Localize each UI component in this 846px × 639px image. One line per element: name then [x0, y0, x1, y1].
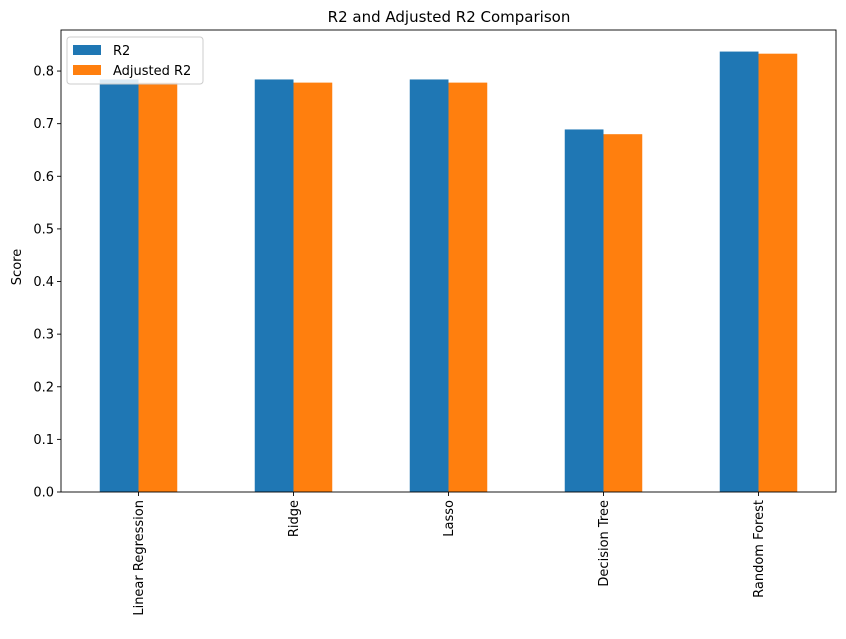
bar-r2-lasso [409, 79, 449, 493]
y-tick-label: 0.4 [33, 275, 54, 290]
y-tick-label: 0.8 [33, 65, 54, 80]
plot-frame [60, 29, 837, 493]
x-tick-label: Random Forest [752, 500, 767, 598]
x-tick-label: Ridge [287, 500, 302, 537]
bar-adjusted-r2-linear-regression [138, 82, 178, 493]
bar-r2-decision-tree [564, 129, 604, 492]
x-tick-label: Linear Regression [132, 500, 147, 616]
bar-r2-ridge [254, 79, 294, 493]
x-tick-label: Decision Tree [597, 500, 612, 587]
y-tick-label: 0.6 [33, 170, 54, 185]
y-tick-label: 0.0 [33, 486, 54, 501]
bar-adjusted-r2-lasso [448, 82, 488, 493]
x-axis-ticks: Linear Regression Ridge Lasso Decision Tree… [132, 492, 767, 616]
y-tick-label: 0.3 [33, 328, 54, 343]
legend-swatch-r2 [73, 45, 101, 55]
bars-group [99, 51, 798, 493]
chart-title: R2 and Adjusted R2 Comparison [328, 8, 571, 26]
y-axis-ticks: 0.0 0.1 0.2 0.3 0.4 0.5 0.6 0.7 0.8 [33, 65, 61, 501]
y-tick-label: 0.1 [33, 433, 54, 448]
y-tick-label: 0.2 [33, 380, 54, 395]
y-tick-label: 0.7 [33, 117, 54, 132]
y-tick-label: 0.5 [33, 222, 54, 237]
legend-label-r2: R2 [113, 44, 130, 59]
bar-adjusted-r2-random-forest [758, 53, 798, 493]
bar-adjusted-r2-ridge [293, 82, 333, 493]
bar-r2-linear-regression [99, 79, 139, 493]
legend-label-adjusted-r2: Adjusted R2 [113, 64, 191, 79]
bar-adjusted-r2-decision-tree [603, 134, 643, 492]
legend: R2 Adjusted R2 [66, 36, 204, 85]
y-axis-label: Score [10, 249, 25, 285]
bar-r2-random-forest [719, 51, 759, 492]
x-tick-label: Lasso [442, 500, 457, 537]
legend-swatch-adjusted-r2 [73, 65, 101, 75]
